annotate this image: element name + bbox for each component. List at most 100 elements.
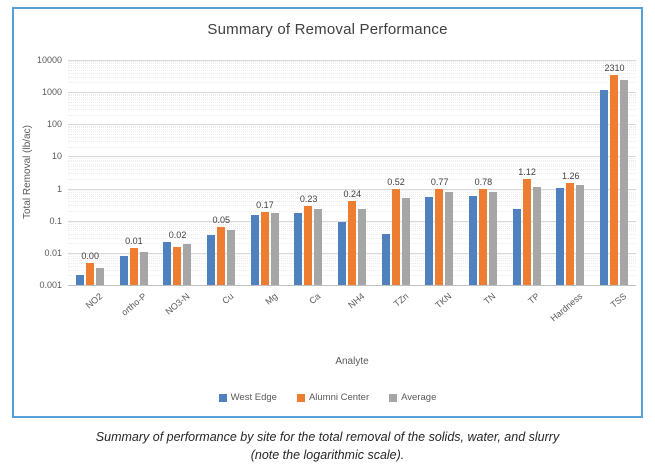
minor-gridline (68, 127, 636, 129)
bar-west-edge (250, 215, 259, 285)
minor-gridline (68, 72, 636, 74)
bar-group-tp: 1.12 (512, 60, 541, 285)
minor-gridline (68, 146, 636, 148)
y-tick-label: 10000 (36, 55, 62, 65)
bar-alumni-center (610, 74, 619, 285)
minor-gridline (68, 67, 636, 69)
bar-average (489, 192, 498, 285)
x-tick-label: NH4 (346, 291, 367, 311)
minor-gridline (68, 61, 636, 63)
data-label: 2310 (604, 62, 625, 73)
bar-group-tss: 2310 (600, 60, 629, 285)
minor-gridline (68, 159, 636, 161)
bar-west-edge (512, 208, 521, 285)
bar-west-edge (556, 188, 565, 285)
bar-group-mg: 0.17 (250, 60, 279, 285)
bar-alumni-center (173, 247, 182, 285)
legend: West Edge Alumni Center Average (14, 392, 641, 403)
bar-average (445, 192, 454, 285)
chart-container: Summary of Removal Performance Total Rem… (12, 7, 643, 418)
data-label: 0.23 (299, 194, 318, 205)
bar-alumni-center (129, 248, 138, 285)
x-tick-label: NO3-N (163, 291, 192, 317)
bar-average (314, 209, 323, 285)
x-tick-label: TSS (608, 291, 629, 310)
minor-gridline (68, 129, 636, 131)
data-label: 1.26 (561, 170, 580, 181)
bar-group-hardness: 1.26 (556, 60, 585, 285)
minor-gridline (68, 93, 636, 95)
minor-gridline (68, 166, 636, 168)
bar-alumni-center (566, 182, 575, 285)
x-tick-label: NO2 (83, 291, 105, 311)
x-tick-label: TKN (433, 291, 454, 311)
major-gridline (68, 60, 636, 61)
data-label: 1.12 (518, 166, 536, 177)
minor-gridline (68, 193, 636, 195)
legend-swatch-icon (296, 393, 305, 402)
x-tick-label: TN (481, 291, 498, 307)
legend-label: West Edge (230, 392, 277, 403)
minor-gridline (68, 190, 636, 192)
legend-label: Alumni Center (308, 392, 370, 403)
x-tick-label: Cu (220, 291, 236, 307)
x-tick-label: ortho-P (118, 291, 148, 318)
bar-group-ortho-p: 0.01 (119, 60, 148, 285)
data-label: 0.02 (168, 229, 187, 240)
caption-line-1: Summary of performance by site for the t… (95, 430, 560, 444)
bar-group-tn: 0.78 (469, 60, 498, 285)
data-label: 0.17 (256, 199, 274, 210)
bar-west-edge (469, 196, 478, 285)
x-tick-label: TP (525, 291, 542, 307)
legend-label: Average (401, 392, 437, 403)
bar-group-nh4: 0.24 (337, 60, 366, 285)
legend-item-average: Average (389, 392, 436, 403)
minor-gridline (68, 125, 636, 127)
bar-average (576, 185, 585, 285)
bar-alumni-center (435, 188, 444, 285)
data-label: 0.01 (125, 236, 143, 247)
y-tick-label: 1 (56, 183, 62, 194)
major-gridline (68, 92, 636, 94)
y-tick-label: 0.01 (44, 247, 62, 258)
bar-west-edge (425, 196, 434, 285)
legend-swatch-icon (218, 393, 227, 402)
y-tick-label: 100 (46, 119, 62, 130)
bar-average (532, 187, 541, 285)
minor-gridline (68, 195, 636, 197)
data-label: 0.05 (212, 214, 231, 225)
bar-west-edge (75, 275, 84, 285)
bar-alumni-center (347, 201, 356, 285)
minor-gridline (68, 131, 636, 133)
minor-gridline (68, 82, 636, 84)
chart-title: Summary of Removal Performance (207, 21, 448, 38)
bar-alumni-center (216, 226, 225, 285)
minor-gridline (68, 97, 636, 99)
bar-west-edge (381, 233, 390, 285)
minor-gridline (68, 114, 636, 116)
bar-group-ca: 0.23 (294, 60, 323, 285)
minor-gridline (68, 161, 636, 163)
minor-gridline (68, 101, 636, 103)
bar-group-cu: 0.05 (206, 60, 235, 285)
minor-gridline (68, 169, 636, 171)
minor-gridline (68, 163, 636, 165)
bar-west-edge (337, 222, 346, 285)
bar-alumni-center (391, 188, 400, 285)
bar-group-tzn: 0.52 (381, 60, 410, 285)
y-tick-label: 1000 (41, 87, 62, 98)
bar-average (226, 230, 235, 285)
minor-gridline (68, 99, 636, 101)
legend-item-alumni-center: Alumni Center (296, 392, 370, 403)
bar-west-edge (163, 241, 172, 285)
minor-gridline (68, 104, 636, 106)
minor-gridline (68, 133, 636, 135)
bar-average (401, 197, 410, 285)
major-gridline (68, 124, 636, 126)
figure-caption: Summary of performance by site for the t… (0, 428, 655, 464)
minor-gridline (68, 178, 636, 180)
bar-group-no3-n: 0.02 (163, 60, 192, 285)
minor-gridline (68, 63, 636, 65)
data-label: 0.00 (81, 250, 99, 261)
minor-gridline (68, 191, 636, 193)
